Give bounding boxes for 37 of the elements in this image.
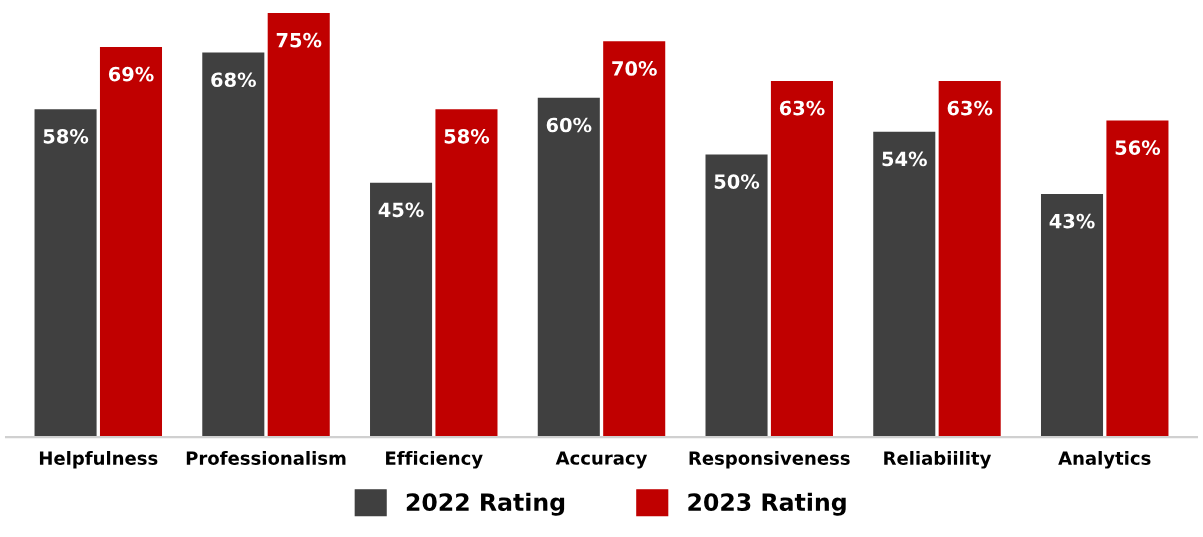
- bar: [603, 41, 666, 438]
- bar: [705, 154, 768, 438]
- data-label: 68%: [211, 72, 256, 88]
- bar: [267, 13, 330, 438]
- legend-label: 2022 Rating: [406, 492, 565, 516]
- bar: [770, 80, 833, 438]
- x-tick-label: Helpfulness: [39, 451, 158, 469]
- x-tick-label: Efficiency: [386, 451, 483, 469]
- data-label: 45%: [378, 202, 424, 218]
- data-label: 69%: [108, 66, 154, 82]
- bar: [1040, 193, 1104, 438]
- bar: [1106, 120, 1169, 438]
- data-label: 58%: [43, 128, 89, 144]
- bar: [99, 46, 163, 438]
- bar: [537, 97, 600, 438]
- bar: [435, 109, 498, 438]
- bar: [873, 131, 936, 438]
- data-label: 58%: [444, 128, 490, 144]
- bar: [202, 52, 265, 438]
- data-label: 75%: [276, 32, 322, 48]
- bar: [370, 182, 433, 438]
- data-label: 54%: [882, 151, 927, 167]
- data-label: 63%: [947, 100, 993, 116]
- bar: [34, 109, 97, 438]
- bar: [938, 80, 1001, 438]
- x-tick-label: Responsiveness: [689, 451, 850, 469]
- x-tick-label: Professionalism: [186, 451, 346, 465]
- data-label: 56%: [1115, 140, 1161, 155]
- x-tick-label: Analytics: [1058, 451, 1151, 469]
- x-tick-label: Reliabiility: [884, 451, 992, 469]
- legend-label: 2023 Rating: [688, 492, 846, 516]
- data-label: 60%: [546, 117, 592, 133]
- x-tick-label: Accuracy: [555, 451, 648, 469]
- data-label: 43%: [1049, 213, 1095, 229]
- data-label: 63%: [779, 100, 825, 116]
- data-label: 70%: [612, 61, 657, 76]
- data-label: 50%: [714, 174, 760, 189]
